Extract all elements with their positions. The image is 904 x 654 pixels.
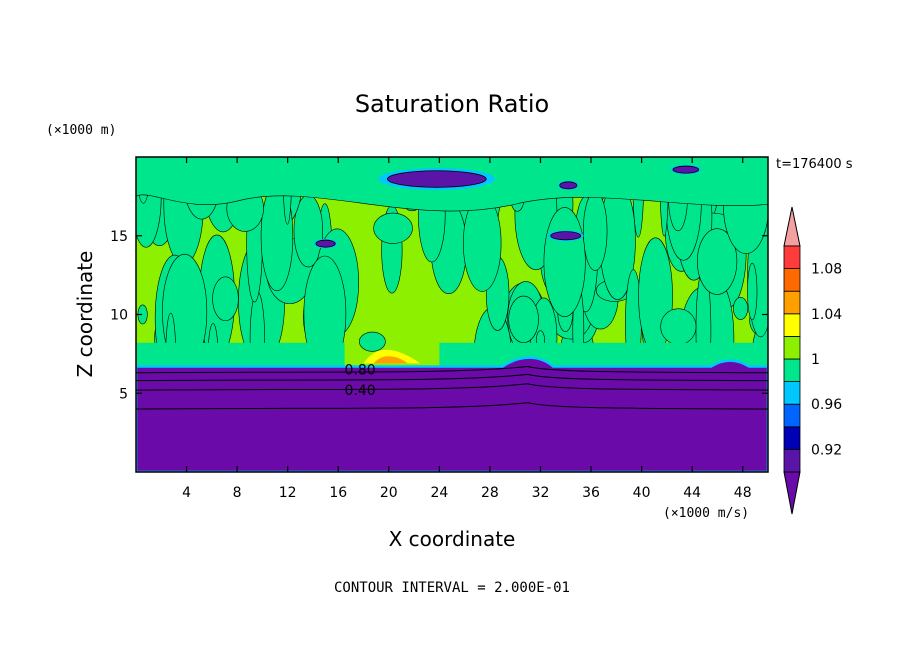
- colorbar-swatch: [783, 335, 801, 360]
- colorbar-label: 1: [811, 352, 820, 368]
- contour-line: [136, 402, 768, 410]
- supersat-core: [373, 356, 408, 364]
- contour-interval-note: CONTOUR INTERVAL = 2.000E-01: [334, 580, 570, 596]
- x-tick-label: 4: [182, 485, 191, 501]
- x-tick-label: 48: [734, 485, 752, 501]
- y-tick-label: 15: [110, 229, 128, 245]
- dry-patch: [559, 181, 578, 190]
- colorbar-swatch: [783, 381, 801, 405]
- x-axis-title: X coordinate: [389, 527, 516, 551]
- colorbar-swatch: [783, 245, 801, 270]
- subsaturated-layer: [136, 356, 768, 472]
- x-tick-label: 40: [633, 485, 651, 501]
- colorbar-swatch: [783, 358, 801, 383]
- x-tick-label: 12: [279, 485, 297, 501]
- colorbar-swatch: [783, 426, 801, 450]
- x-tick-label: 16: [329, 485, 347, 501]
- moist-patch: [212, 276, 239, 322]
- moist-patch: [583, 191, 608, 271]
- x-tick-label: 36: [582, 485, 600, 501]
- chart-title: Saturation Ratio: [355, 90, 549, 118]
- colorbar-swatch: [783, 448, 801, 473]
- contour-label: 0.80: [345, 363, 376, 379]
- colorbar-label: 0.96: [811, 397, 842, 413]
- moist-patch: [358, 331, 386, 352]
- x-tick-label: 20: [380, 485, 398, 501]
- y-axis: 5 10 15: [110, 229, 768, 402]
- moist-patch: [733, 297, 749, 320]
- y-tick-label: 5: [119, 386, 128, 402]
- colorbar: 0.92 0.96 1 1.04 1.08: [783, 206, 842, 515]
- dry-patch: [550, 231, 582, 241]
- colorbar-swatch: [783, 268, 801, 292]
- colorbar-swatch: [783, 290, 801, 315]
- dry-patch: [387, 170, 487, 188]
- saturation-field: [136, 157, 768, 472]
- x-tick-label: 24: [430, 485, 448, 501]
- contour-labels: 0.80 0.40: [345, 363, 376, 399]
- colorbar-label: 1.04: [811, 307, 842, 323]
- x-tick-label: 28: [481, 485, 499, 501]
- y-unit-label: (×1000 m): [46, 123, 116, 138]
- y-tick-label: 10: [110, 308, 128, 324]
- moist-patch: [660, 308, 697, 345]
- x-tick-label: 44: [683, 485, 701, 501]
- x-tick-label: 8: [233, 485, 242, 501]
- moist-patch: [508, 295, 539, 343]
- moist-patch: [543, 207, 586, 317]
- moist-patch: [697, 228, 738, 295]
- x-axis: 4 8 12 16 20 24 28 32 36 40 44 48: [182, 157, 752, 501]
- contour-line: [136, 365, 768, 374]
- colorbar-swatch: [783, 403, 801, 428]
- x-tick-label: 32: [532, 485, 550, 501]
- dry-patch: [672, 165, 700, 174]
- contour-line: [136, 383, 768, 391]
- dry-patch: [315, 239, 336, 248]
- x-unit-label: (×1000 m/s): [663, 506, 749, 521]
- colorbar-label: 0.92: [811, 442, 842, 458]
- time-label: t=176400 s: [776, 157, 853, 172]
- colorbar-label: 1.08: [811, 262, 842, 278]
- contour-line: [136, 373, 768, 382]
- y-axis-title: Z coordinate: [73, 251, 97, 378]
- colorbar-swatch: [783, 313, 801, 337]
- low-moist-strip-left: [136, 342, 345, 367]
- moist-patch: [747, 262, 758, 321]
- contour-label: 0.40: [345, 383, 376, 399]
- colorbar-under-arrow: [783, 471, 801, 515]
- moist-patch: [373, 212, 413, 244]
- colorbar-over-arrow: [783, 206, 801, 247]
